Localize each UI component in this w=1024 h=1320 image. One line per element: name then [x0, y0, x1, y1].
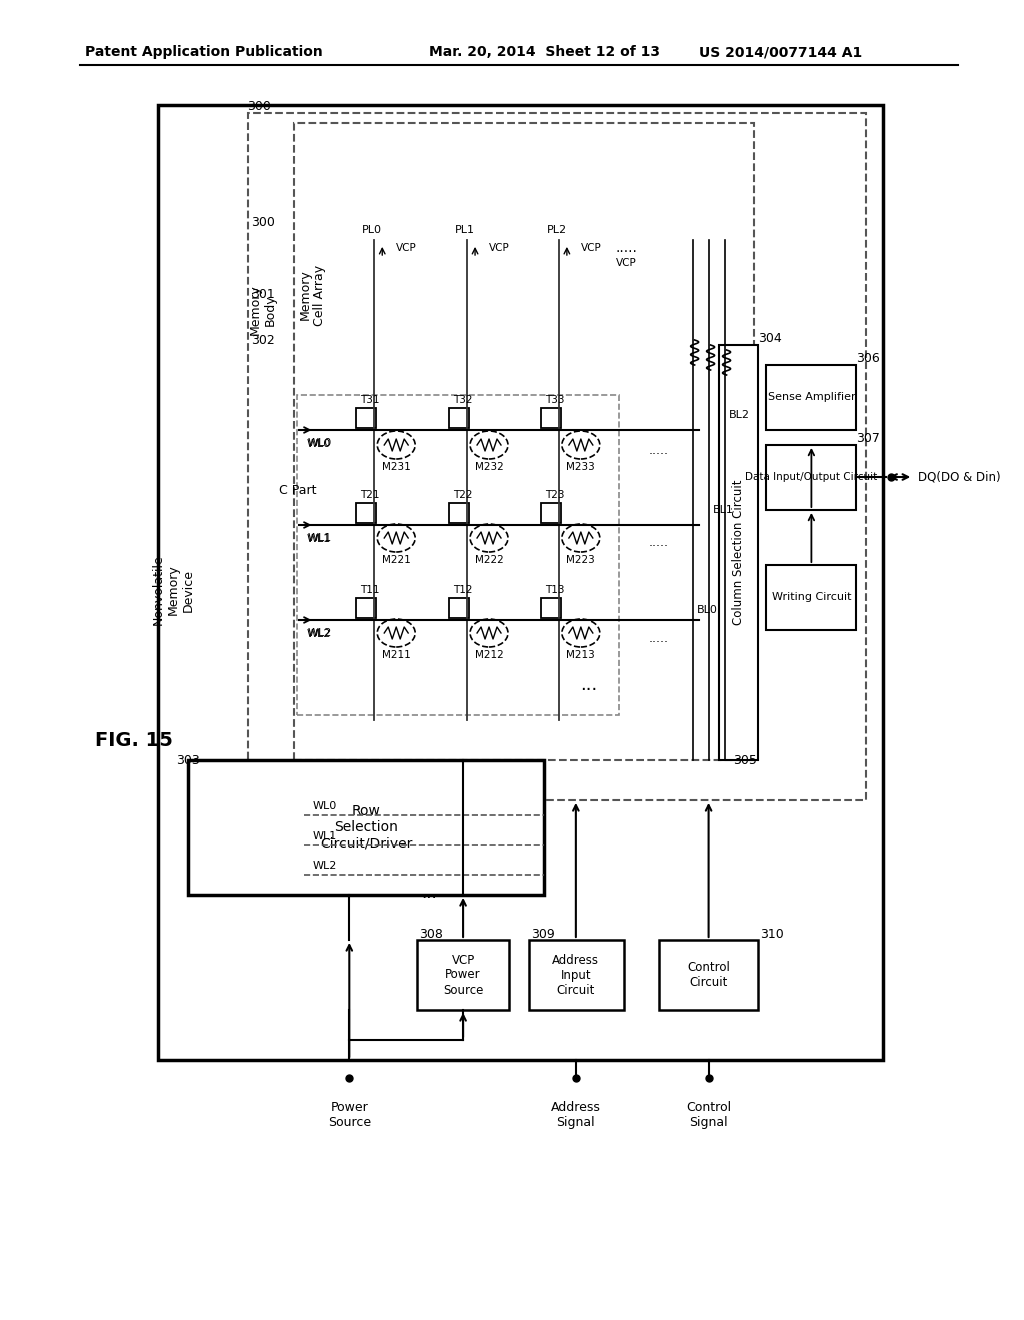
FancyBboxPatch shape: [248, 114, 866, 800]
Text: VCP: VCP: [489, 243, 510, 253]
Text: 304: 304: [759, 331, 782, 345]
FancyBboxPatch shape: [417, 940, 509, 1010]
Text: Control
Circuit: Control Circuit: [687, 961, 730, 989]
Text: ...: ...: [421, 884, 437, 902]
Text: M222: M222: [475, 554, 504, 565]
Text: .....: .....: [648, 536, 669, 549]
Text: 302: 302: [252, 334, 275, 346]
Text: M223: M223: [566, 554, 595, 565]
Text: M221: M221: [382, 554, 411, 565]
Text: Memory
Cell Array: Memory Cell Array: [298, 264, 327, 326]
FancyBboxPatch shape: [719, 345, 759, 760]
Text: BL1: BL1: [713, 506, 733, 515]
FancyBboxPatch shape: [529, 940, 624, 1010]
FancyBboxPatch shape: [295, 123, 754, 760]
Text: 308: 308: [419, 928, 443, 941]
Text: M231: M231: [382, 462, 411, 473]
Text: WL0: WL0: [306, 440, 331, 449]
Text: Control
Signal: Control Signal: [686, 1101, 731, 1129]
Text: WL2: WL2: [306, 630, 331, 639]
Text: T12: T12: [453, 585, 473, 595]
Text: T23: T23: [545, 490, 564, 500]
Text: Memory
Body: Memory Body: [249, 285, 276, 335]
FancyBboxPatch shape: [541, 598, 561, 618]
Text: T31: T31: [360, 395, 380, 405]
Text: PL2: PL2: [547, 224, 567, 235]
FancyBboxPatch shape: [356, 598, 376, 618]
Text: T21: T21: [360, 490, 380, 500]
Text: T22: T22: [453, 490, 473, 500]
Text: 301: 301: [252, 289, 275, 301]
Text: 307: 307: [856, 432, 881, 445]
Text: Address
Signal: Address Signal: [551, 1101, 601, 1129]
Text: Nonvolatile
Memory
Device: Nonvolatile Memory Device: [153, 554, 196, 626]
Text: ...: ...: [581, 676, 597, 694]
Text: T13: T13: [545, 585, 564, 595]
FancyBboxPatch shape: [658, 940, 759, 1010]
Text: M213: M213: [566, 649, 595, 660]
Text: Row
Selection
Circuit/Driver: Row Selection Circuit/Driver: [321, 804, 413, 850]
Text: Writing Circuit: Writing Circuit: [772, 591, 851, 602]
Text: Mar. 20, 2014  Sheet 12 of 13: Mar. 20, 2014 Sheet 12 of 13: [429, 45, 660, 59]
Text: WL2: WL2: [307, 628, 332, 638]
Text: WL0: WL0: [307, 438, 332, 447]
FancyBboxPatch shape: [541, 503, 561, 523]
Text: T32: T32: [453, 395, 473, 405]
Text: WL1: WL1: [312, 832, 337, 841]
Text: PL0: PL0: [362, 224, 382, 235]
Text: .....: .....: [648, 444, 669, 457]
FancyBboxPatch shape: [356, 503, 376, 523]
Text: VCP: VCP: [396, 243, 417, 253]
FancyBboxPatch shape: [297, 395, 618, 715]
Text: 300: 300: [252, 215, 275, 228]
Text: M212: M212: [475, 649, 504, 660]
Text: C Part: C Part: [280, 483, 317, 496]
Text: Patent Application Publication: Patent Application Publication: [85, 45, 323, 59]
Text: VCP: VCP: [581, 243, 601, 253]
FancyBboxPatch shape: [450, 598, 469, 618]
Text: 309: 309: [531, 928, 555, 941]
Text: WL1: WL1: [307, 533, 332, 543]
Text: Address
Input
Circuit: Address Input Circuit: [552, 953, 599, 997]
FancyBboxPatch shape: [767, 565, 856, 630]
Text: 310: 310: [761, 928, 784, 941]
Text: M211: M211: [382, 649, 411, 660]
Text: M232: M232: [475, 462, 504, 473]
Text: PL1: PL1: [455, 224, 475, 235]
Text: T11: T11: [360, 585, 380, 595]
FancyBboxPatch shape: [767, 445, 856, 510]
Text: VCP: VCP: [616, 257, 637, 268]
FancyBboxPatch shape: [450, 408, 469, 428]
Text: VCP
Power
Source: VCP Power Source: [443, 953, 483, 997]
Text: WL0: WL0: [312, 801, 337, 810]
Text: BL2: BL2: [728, 411, 750, 420]
Text: T33: T33: [545, 395, 564, 405]
Text: M233: M233: [566, 462, 595, 473]
Text: Data Input/Output Circuit: Data Input/Output Circuit: [745, 473, 878, 482]
FancyBboxPatch shape: [356, 408, 376, 428]
Text: .....: .....: [648, 631, 669, 644]
Text: 303: 303: [176, 754, 200, 767]
Text: BL0: BL0: [696, 605, 718, 615]
Text: DQ(DO & Din): DQ(DO & Din): [919, 470, 1000, 483]
Text: .....: .....: [615, 242, 638, 255]
Text: Sense Amplifier: Sense Amplifier: [768, 392, 855, 403]
Text: 300: 300: [248, 100, 271, 114]
Text: US 2014/0077144 A1: US 2014/0077144 A1: [698, 45, 862, 59]
Text: 305: 305: [733, 754, 758, 767]
Text: 306: 306: [856, 351, 880, 364]
Text: WL1: WL1: [306, 535, 331, 544]
FancyBboxPatch shape: [158, 106, 884, 1060]
FancyBboxPatch shape: [450, 503, 469, 523]
Text: WL2: WL2: [312, 861, 337, 871]
FancyBboxPatch shape: [187, 760, 544, 895]
Text: FIG. 15: FIG. 15: [95, 730, 173, 750]
FancyBboxPatch shape: [767, 366, 856, 430]
FancyBboxPatch shape: [541, 408, 561, 428]
Text: Column Selection Circuit: Column Selection Circuit: [732, 479, 745, 624]
Text: Power
Source: Power Source: [328, 1101, 371, 1129]
